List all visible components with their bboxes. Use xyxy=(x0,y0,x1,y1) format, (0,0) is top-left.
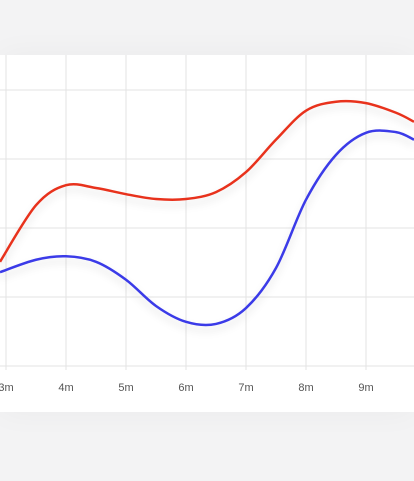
x-tick-label: 4m xyxy=(58,382,73,394)
x-tick-label: 8m xyxy=(298,382,313,394)
line xyxy=(0,99,414,263)
x-tick-label: 6m xyxy=(178,382,193,394)
line xyxy=(0,129,414,327)
chart-card xyxy=(0,55,414,412)
x-tick-label: 5m xyxy=(118,382,133,394)
x-tick-label: 7m xyxy=(238,382,253,394)
x-tick-label: 3m xyxy=(0,382,14,394)
x-tick-label: 9m xyxy=(358,382,373,394)
